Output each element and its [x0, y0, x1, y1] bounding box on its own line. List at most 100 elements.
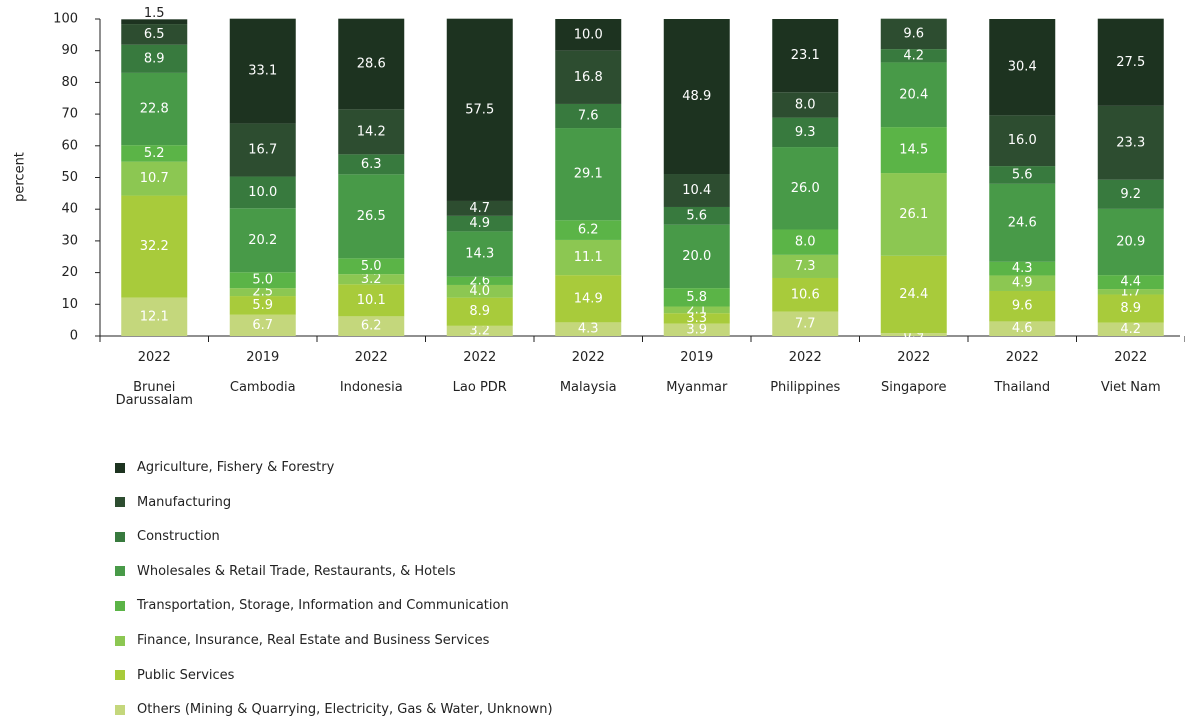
bar-segment	[772, 277, 839, 312]
data-label: 24.4	[899, 287, 928, 302]
data-label: 4.3	[578, 322, 599, 337]
data-label: 5.8	[686, 290, 707, 305]
bar-segment	[338, 274, 405, 285]
data-label: 48.9	[682, 89, 711, 104]
legend-swatch	[115, 497, 125, 508]
bar-segment	[772, 147, 839, 230]
data-label: 26.1	[899, 207, 928, 222]
bar-segment	[555, 103, 622, 129]
bar-segment	[1097, 18, 1164, 106]
bar-segment	[229, 208, 296, 273]
bar-segment	[772, 254, 839, 278]
legend-swatch	[115, 670, 125, 681]
bar-segment	[121, 161, 188, 196]
data-label: 9.2	[1120, 187, 1141, 202]
legend-swatch	[115, 462, 125, 473]
data-label: 12.1	[140, 309, 169, 324]
bar-segment	[880, 62, 947, 128]
x-tick-label: Thailand	[994, 380, 1051, 395]
bar-segment	[663, 19, 730, 175]
data-label: 28.6	[357, 57, 386, 72]
data-label: 16.8	[574, 70, 603, 85]
x-tick-year: 2022	[788, 350, 822, 365]
bar-segment	[880, 333, 947, 336]
bar-segment	[663, 206, 730, 225]
data-label: 7.7	[795, 316, 816, 331]
data-label: 10.4	[682, 183, 711, 198]
data-label: 8.0	[795, 235, 816, 250]
data-label: 11.1	[574, 250, 603, 265]
bar-segment	[121, 297, 188, 336]
y-tick-label: 60	[61, 138, 78, 153]
data-label: 26.0	[791, 181, 820, 196]
x-tick-label: Indonesia	[339, 380, 403, 395]
x-tick-year: 2022	[897, 350, 931, 365]
data-label: 9.6	[1012, 299, 1033, 314]
y-tick-label: 40	[61, 202, 78, 217]
data-label: 10.7	[140, 171, 169, 186]
y-tick-label: 10	[61, 297, 78, 312]
data-label: 3.2	[469, 323, 490, 338]
data-label: 29.1	[574, 167, 603, 182]
bar-segment	[229, 288, 296, 297]
bar-segment	[338, 284, 405, 317]
y-tick-label: 30	[61, 233, 78, 248]
data-label: 8.9	[144, 51, 165, 66]
bar-segment	[229, 176, 296, 209]
bar-segment	[663, 224, 730, 289]
data-label: 3.9	[686, 322, 707, 337]
y-tick-label: 80	[61, 75, 78, 90]
data-label: 6.5	[144, 27, 165, 42]
legend-item: Public Services	[115, 668, 234, 683]
bar-segment	[880, 173, 947, 256]
bar-segment	[880, 18, 947, 50]
data-label: 5.0	[252, 273, 273, 288]
legend-label: Construction	[137, 529, 220, 545]
bar-segment	[446, 231, 513, 277]
x-tick-year: 2022	[137, 350, 171, 365]
data-label: 2.6	[469, 273, 490, 288]
y-tick-label: 0	[70, 329, 78, 344]
x-tick-year: 2022	[354, 350, 388, 365]
x-tick-label: Philippines	[770, 380, 841, 395]
data-label: 1.5	[144, 6, 165, 21]
bar-segment	[772, 117, 839, 148]
bar-segment	[555, 128, 622, 221]
bar-segment	[446, 200, 513, 216]
data-label: 26.5	[357, 209, 386, 224]
bar-segment	[121, 19, 188, 25]
bar-segment	[989, 115, 1056, 167]
bar-segment	[989, 275, 1056, 291]
data-label: 20.4	[899, 87, 928, 102]
bar-segment	[338, 18, 405, 110]
bar-segment	[880, 127, 947, 174]
data-label: 8.9	[469, 304, 490, 319]
data-label: 2.5	[252, 285, 273, 300]
data-label: 14.2	[357, 124, 386, 139]
bar-segment	[989, 183, 1056, 262]
data-label: 14.5	[899, 143, 928, 158]
y-tick-label: 100	[53, 12, 78, 27]
data-label: 4.2	[1120, 322, 1141, 337]
data-label: 30.4	[1008, 60, 1037, 75]
bar-segment	[555, 19, 622, 51]
data-label: 4.2	[903, 48, 924, 63]
bar-segment	[555, 239, 622, 276]
bar-segment	[663, 313, 730, 324]
bar-segment	[989, 19, 1056, 116]
data-label: 24.6	[1008, 215, 1037, 230]
legend-swatch	[115, 531, 125, 542]
y-tick-label: 20	[61, 265, 78, 280]
data-label: 6.7	[252, 318, 273, 333]
legend-item: Transportation, Storage, Information and…	[115, 598, 509, 613]
data-label: 4.6	[1012, 321, 1033, 336]
data-label: 10.0	[574, 27, 603, 42]
bar-segment	[446, 297, 513, 326]
data-label: 10.0	[248, 185, 277, 200]
x-tick-label: Cambodia	[229, 380, 296, 395]
data-label: 6.2	[578, 223, 599, 238]
bar-segment	[772, 229, 839, 255]
x-tick-label: Brunei Darussalam	[115, 380, 193, 408]
bar-segment	[1097, 275, 1164, 290]
